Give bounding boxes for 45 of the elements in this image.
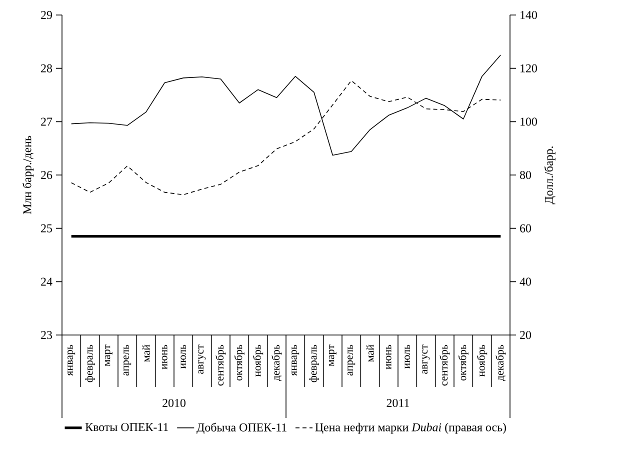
legend-label: Добыча ОПЕК-11 [196, 422, 286, 434]
y-tick-label: 29 [41, 10, 52, 20]
x-tick-label: март [104, 344, 112, 366]
x-tick-label: октябрь [234, 344, 244, 380]
x-tick-label: сентябрь [216, 344, 226, 386]
x-tick-label: сентябрь [440, 344, 450, 386]
y2-tick-label: 40 [520, 278, 532, 286]
y2-axis-title: Долл./барр. [544, 146, 556, 204]
x-tick-label: апрель [348, 344, 356, 376]
y2-tick-label: 20 [520, 330, 532, 340]
x-tick-label: январь [292, 344, 300, 376]
x-tick-label: август [422, 344, 430, 374]
y2-tick-label: 80 [520, 170, 532, 180]
text: 2010 [162, 398, 186, 408]
y-axis-title: Млн барр./день [22, 136, 34, 214]
y-tick-label: 28 [41, 64, 52, 72]
x-tick-label: февраль [309, 344, 319, 382]
x-tick-label: май [142, 344, 150, 362]
y2-tick-label: 60 [520, 224, 532, 232]
x-tick-label: май [366, 344, 374, 362]
legend-label: Квоты ОПЕК-11 [85, 423, 168, 432]
x-tick-label: август [198, 344, 206, 374]
y-tick-label: 24 [41, 278, 52, 286]
text: 2011 [386, 398, 410, 408]
y2-tick-label: 120 [520, 64, 537, 72]
x-tick-label: март [328, 344, 336, 366]
x-tick-label: октябрь [458, 344, 468, 380]
x-tick-label: февраль [85, 344, 95, 382]
y-tick-label: 25 [41, 224, 52, 232]
x-tick-label: июль [404, 344, 410, 369]
x-tick-label: ноябрь [252, 344, 264, 377]
x-tick-label: декабрь [272, 344, 282, 382]
y-tick-label: 26 [41, 170, 52, 180]
x-tick-label: апрель [124, 344, 132, 376]
legend-label: Цена нефти марки Dubai (правая ось) [315, 422, 506, 434]
x-tick-label: ноябрь [476, 344, 488, 377]
x-tick-label: январь [68, 344, 76, 376]
x-tick-label: июль [180, 344, 186, 369]
x-tick-label: июнь [162, 344, 168, 370]
y-tick-label: 23 [41, 330, 52, 340]
x-tick-label: декабрь [496, 344, 506, 382]
y2-tick-label: 100 [520, 118, 537, 126]
x-tick-label: июнь [386, 344, 392, 370]
y-tick-label: 27 [41, 118, 52, 126]
y2-tick-label: 140 [520, 10, 537, 20]
